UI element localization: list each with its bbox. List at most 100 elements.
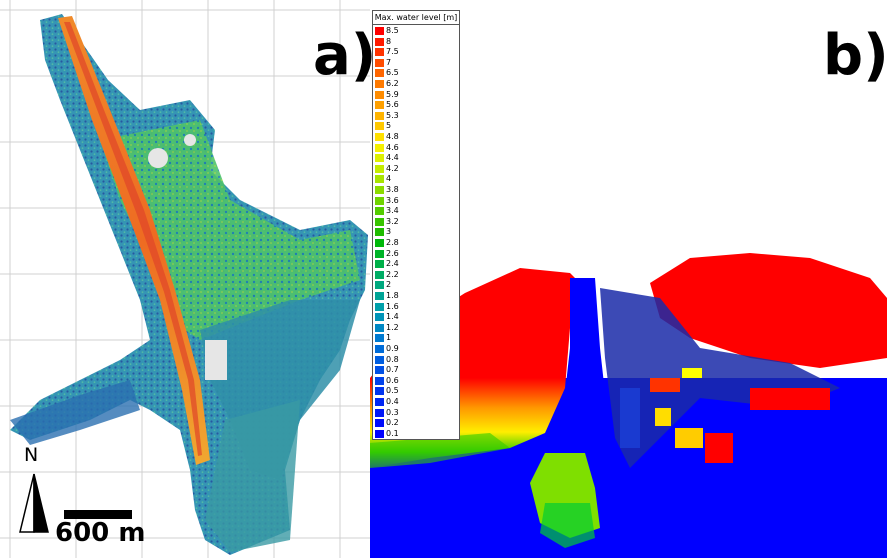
legend-swatch — [375, 281, 384, 290]
legend-entry: 1.2 — [373, 323, 459, 333]
legend-entry: 8 — [373, 37, 459, 47]
legend-swatch — [375, 249, 384, 258]
legend-value: 4.8 — [386, 132, 399, 141]
white-blocks — [148, 134, 227, 380]
legend-swatch — [375, 239, 384, 247]
legend-value: 1.4 — [386, 312, 399, 322]
legend-entry: 7 — [373, 58, 459, 68]
legend-value: 1.8 — [386, 291, 399, 300]
legend-swatch — [375, 408, 384, 417]
panel-a-label: a) — [313, 23, 377, 88]
legend-swatch — [375, 366, 384, 375]
flood-map-2d — [0, 0, 370, 558]
legend-swatch — [375, 345, 384, 353]
legend-entry: 4.4 — [373, 153, 459, 163]
legend-swatch — [375, 228, 384, 237]
legend-entry: 7.5 — [373, 47, 459, 57]
legend-swatch — [375, 270, 384, 279]
north-label: N — [24, 444, 39, 466]
legend-value: 3.2 — [386, 216, 399, 226]
buildings — [620, 368, 830, 463]
legend-value: 3.4 — [386, 206, 399, 216]
legend-swatch — [375, 260, 384, 269]
legend-entry: 2.6 — [373, 249, 459, 259]
legend-entry: 0.4 — [373, 397, 459, 407]
legend-swatch — [375, 217, 384, 226]
legend-value: 5.9 — [386, 89, 399, 99]
legend-value: 0.6 — [386, 375, 399, 385]
legend-entry: 4 — [373, 174, 459, 184]
legend-swatch — [375, 143, 384, 152]
legend-entry: 2.8 — [373, 238, 459, 248]
legend-value: 2 — [386, 280, 392, 290]
legend-swatch — [375, 58, 384, 67]
scale-bar-label: 600 m — [55, 518, 146, 548]
legend-entry: 5 — [373, 121, 459, 131]
legend-swatch — [375, 429, 384, 438]
legend-swatch — [375, 302, 384, 311]
legend-swatch — [375, 90, 384, 99]
hill-right — [650, 253, 887, 368]
legend-entry: 5.3 — [373, 111, 459, 121]
legend-entry: 4.8 — [373, 132, 459, 142]
legend-value: 6.5 — [386, 68, 399, 78]
legend-value: 0.8 — [386, 354, 399, 364]
legend-swatch — [375, 334, 384, 343]
legend-value: 7.5 — [386, 47, 399, 57]
legend-value: 0.4 — [386, 397, 399, 406]
legend-entry: 1.4 — [373, 312, 459, 322]
legend-swatch — [375, 313, 384, 322]
legend-value: 3 — [386, 227, 392, 237]
legend-entry: 3.2 — [373, 217, 459, 227]
legend-swatch — [375, 133, 384, 141]
legend-swatch — [375, 323, 384, 332]
legend-value: 6.2 — [386, 79, 399, 88]
legend-swatch — [375, 27, 384, 35]
legend-value: 2.2 — [386, 269, 399, 279]
legend-value: 3.8 — [386, 185, 399, 194]
legend-swatch — [375, 37, 384, 46]
legend-value: 8 — [386, 36, 392, 46]
legend-swatch — [375, 122, 384, 131]
legend-swatch — [375, 398, 384, 406]
legend-swatch — [375, 48, 384, 57]
legend-value: 1 — [386, 333, 392, 343]
legend-value: 0.7 — [386, 365, 399, 375]
legend-swatch — [375, 80, 384, 88]
legend-entry: 0.5 — [373, 386, 459, 396]
panel-b-label: b) — [823, 23, 887, 88]
legend-entry: 2.4 — [373, 259, 459, 269]
legend-swatch — [375, 292, 384, 300]
legend-swatch — [375, 387, 384, 396]
legend-entry: 1.8 — [373, 291, 459, 301]
legend-entry: 6.5 — [373, 68, 459, 78]
legend-value: 0.3 — [386, 407, 399, 417]
legend-value: 2.8 — [386, 238, 399, 247]
legend-entry: 5.9 — [373, 90, 459, 100]
legend-entry: 1.6 — [373, 302, 459, 312]
north-arrow-icon — [19, 473, 49, 533]
legend-swatch — [375, 69, 384, 78]
legend-swatch — [375, 186, 384, 194]
legend-swatch — [375, 196, 384, 205]
legend-entry: 0.8 — [373, 355, 459, 365]
legend-swatch — [375, 355, 384, 364]
water-level-legend: Max. water level [m] 8.5 8 7.5 7 6.5 6.2 5.9 5.… — [372, 10, 460, 440]
legend-value: 0.1 — [386, 428, 399, 438]
legend-entry: 4.2 — [373, 164, 459, 174]
legend-swatch — [375, 154, 384, 163]
legend-swatch — [375, 175, 384, 184]
legend-swatch — [375, 376, 384, 385]
legend-entry: 1 — [373, 333, 459, 343]
legend-title: Max. water level [m] — [373, 11, 459, 25]
legend-entry: 3 — [373, 227, 459, 237]
legend-value: 0.5 — [386, 386, 399, 396]
legend-value: 8.5 — [386, 26, 399, 35]
legend-entry: 0.1 — [373, 429, 459, 439]
legend-value: 1.2 — [386, 322, 399, 332]
legend-entry: 2.2 — [373, 270, 459, 280]
legend-value: 5.6 — [386, 100, 399, 110]
legend-swatch — [375, 207, 384, 216]
legend-value: 0.2 — [386, 418, 399, 428]
legend-swatch — [375, 111, 384, 120]
